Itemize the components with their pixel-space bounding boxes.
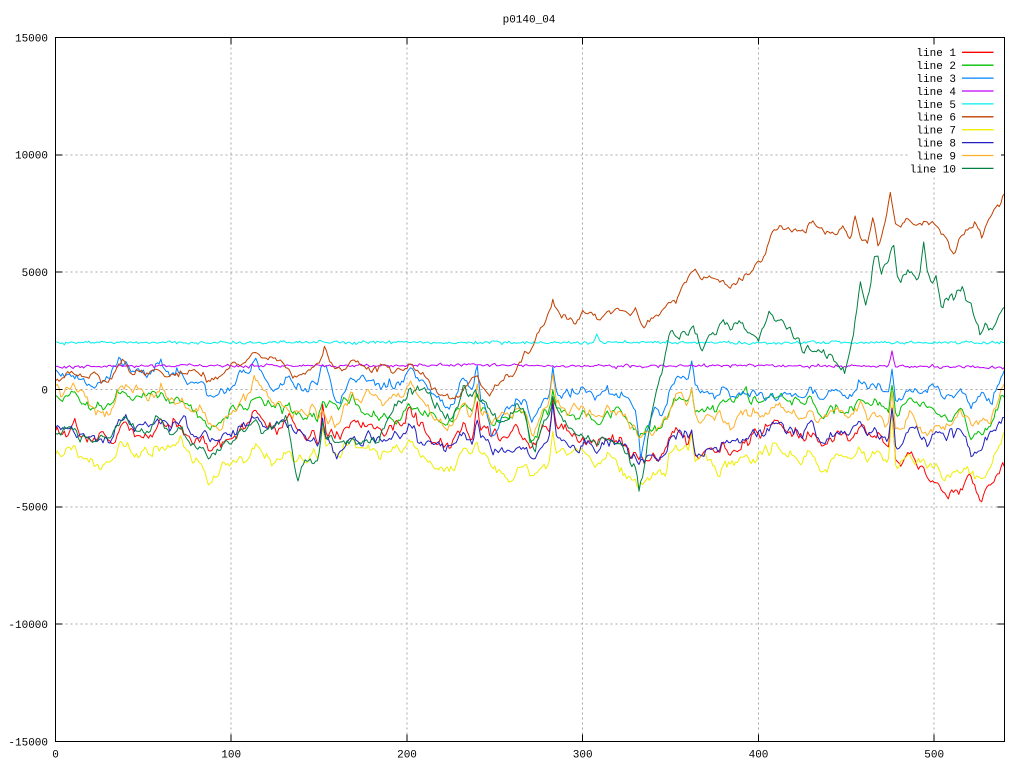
svg-text:line 3: line 3 — [916, 74, 956, 86]
svg-text:100: 100 — [221, 750, 241, 762]
svg-text:-5000: -5000 — [15, 503, 48, 515]
svg-text:0: 0 — [41, 385, 48, 397]
svg-text:p0140_04: p0140_04 — [503, 15, 556, 27]
svg-text:15000: 15000 — [15, 33, 48, 45]
svg-text:line 6: line 6 — [916, 113, 956, 125]
svg-text:line 2: line 2 — [916, 61, 956, 73]
svg-text:10000: 10000 — [15, 151, 48, 163]
svg-text:200: 200 — [397, 750, 417, 762]
svg-text:line 5: line 5 — [916, 100, 956, 112]
svg-text:5000: 5000 — [22, 268, 48, 280]
svg-text:0: 0 — [52, 750, 59, 762]
svg-text:line 9: line 9 — [916, 151, 956, 163]
svg-text:line 8: line 8 — [916, 139, 956, 151]
svg-text:line 10: line 10 — [910, 164, 956, 176]
svg-text:line 7: line 7 — [916, 126, 956, 138]
svg-text:-15000: -15000 — [8, 737, 48, 749]
svg-text:line 1: line 1 — [916, 48, 956, 60]
svg-text:-10000: -10000 — [8, 620, 48, 632]
svg-text:300: 300 — [573, 750, 593, 762]
svg-text:500: 500 — [924, 750, 944, 762]
svg-text:line 4: line 4 — [916, 87, 956, 99]
svg-text:400: 400 — [749, 750, 769, 762]
